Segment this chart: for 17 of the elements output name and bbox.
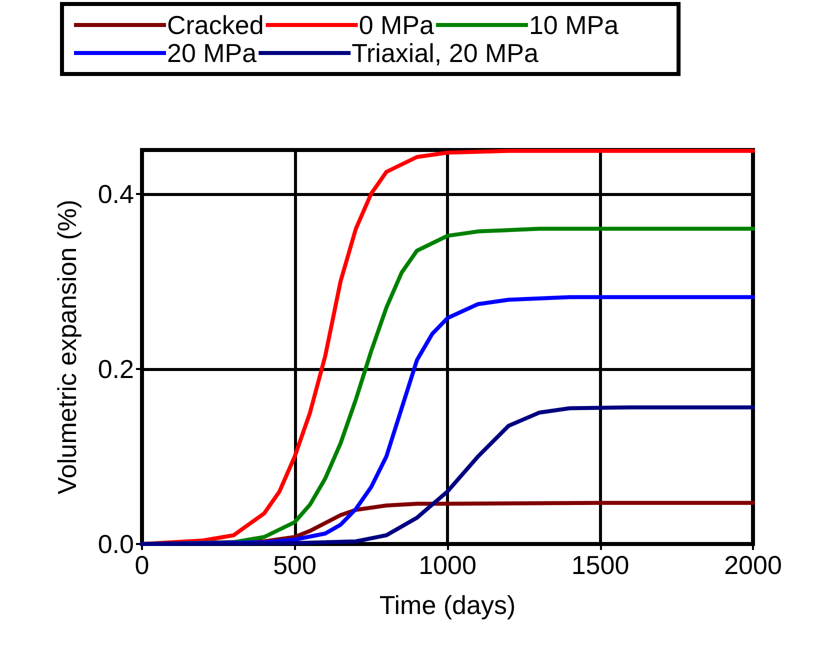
x-tick-label: 500	[273, 550, 316, 580]
legend-label: 0 MPa	[358, 10, 434, 40]
y-axis-title: Volumetric expansion (%)	[52, 200, 82, 494]
legend-label: Triaxial, 20 MPa	[352, 38, 540, 68]
x-tick-label: 2000	[724, 550, 782, 580]
x-tick-label: 0	[134, 550, 150, 580]
y-tick-label: 0.4	[98, 178, 134, 209]
line-series	[140, 405, 755, 546]
y-tick-label: 0.0	[98, 529, 134, 559]
legend-label: 10 MPa	[528, 10, 620, 40]
legend-label: Cracked	[167, 10, 264, 40]
x-axis-title: Time (days)	[379, 590, 516, 620]
y-tick-label: 0.2	[98, 354, 134, 384]
line-series	[140, 148, 755, 546]
x-tick-label: 1500	[571, 550, 630, 580]
legend-label: 20 MPa	[167, 38, 258, 68]
x-tick-label: 1000	[418, 550, 476, 580]
